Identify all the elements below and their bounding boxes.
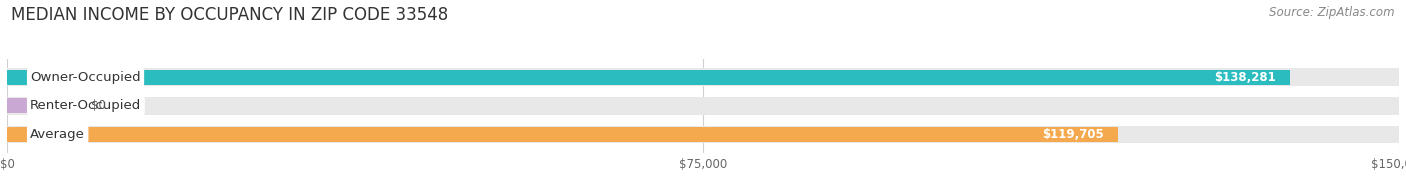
- Bar: [7, 98, 35, 113]
- Bar: [7, 70, 1291, 85]
- Text: $0: $0: [90, 99, 105, 112]
- Bar: [7, 97, 1399, 115]
- Text: Renter-Occupied: Renter-Occupied: [31, 99, 142, 112]
- Text: $119,705: $119,705: [1042, 128, 1104, 141]
- Text: $138,281: $138,281: [1215, 71, 1277, 84]
- Text: MEDIAN INCOME BY OCCUPANCY IN ZIP CODE 33548: MEDIAN INCOME BY OCCUPANCY IN ZIP CODE 3…: [11, 6, 449, 24]
- Bar: [7, 125, 1399, 143]
- Text: Source: ZipAtlas.com: Source: ZipAtlas.com: [1270, 6, 1395, 19]
- Bar: [7, 127, 1118, 142]
- Text: Average: Average: [31, 128, 86, 141]
- Text: Owner-Occupied: Owner-Occupied: [31, 71, 141, 84]
- Bar: [7, 68, 1399, 86]
